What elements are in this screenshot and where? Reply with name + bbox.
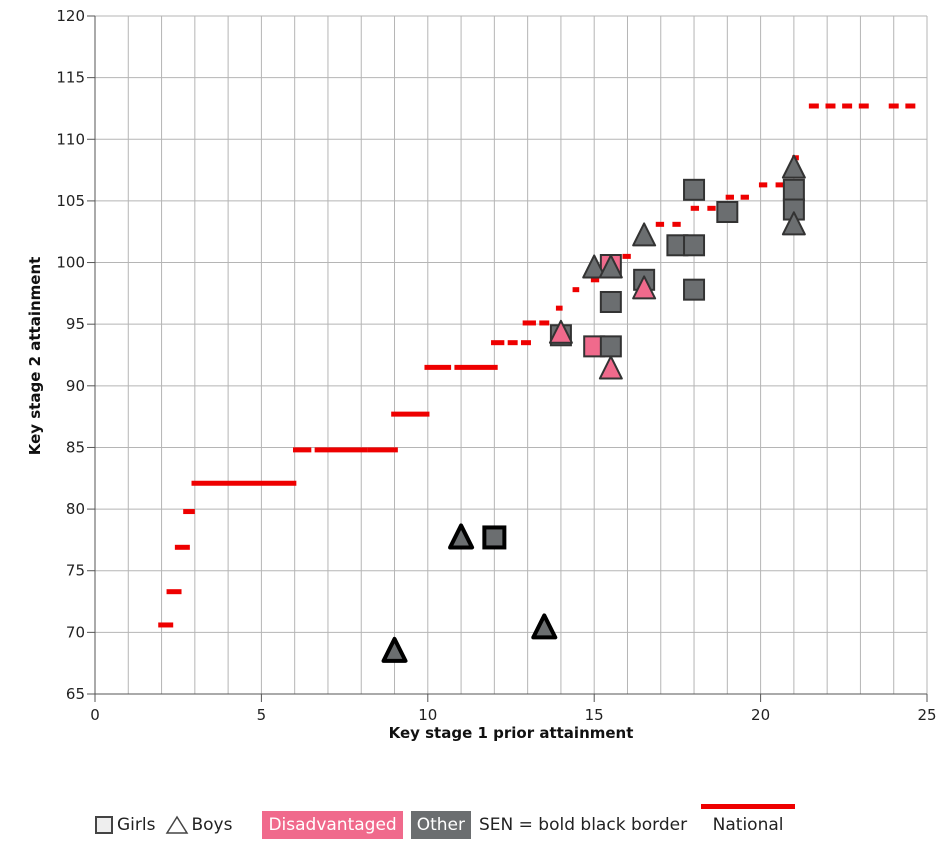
y-tick-label: 100 [56,254,85,272]
girl-square-marker [599,290,622,313]
y-tick-label: 110 [56,130,85,148]
y-tick-label: 75 [66,562,85,580]
boy-triangle-marker [582,254,607,279]
legend-girls-label: Girls [117,815,156,835]
legend-sen-note: SEN = bold black border [479,815,688,835]
girl-square-marker [599,335,622,358]
girl-square-marker [683,178,706,201]
legend-boys: Boys [165,815,232,835]
y-tick-label: 70 [66,623,85,641]
x-axis-title: Key stage 1 prior attainment [389,724,634,742]
girl-square-marker [482,525,507,550]
x-tick-label: 25 [917,706,936,724]
boy-triangle-marker [448,523,475,550]
girl-square-marker [716,201,739,224]
pupil-points [381,154,806,663]
boy-triangle-marker [531,613,558,640]
y-tick-label: 115 [56,69,85,87]
girl-square-marker [683,234,706,257]
y-tick-label: 80 [66,500,85,518]
x-tick-label: 0 [90,706,100,724]
square-icon [95,816,113,834]
y-tick-label: 95 [66,315,85,333]
y-tick-label: 105 [56,192,85,210]
legend-national-label: National [712,814,784,835]
y-axis-title: Key stage 2 attainment [26,257,44,456]
legend-boys-label: Boys [191,815,233,835]
boy-triangle-marker [381,636,408,663]
x-tick-label: 20 [751,706,770,724]
x-tick-label: 15 [585,706,604,724]
boy-triangle-marker [781,211,806,236]
legend: Girls Boys Disadvantaged Other SEN = bol… [95,803,796,840]
x-tick-label: 5 [257,706,267,724]
legend-national: National [701,803,796,835]
grid [95,15,928,694]
legend-girls: Girls [95,815,155,835]
y-tick-label: 90 [66,377,85,395]
girl-square-marker [683,278,706,301]
y-tick-label: 65 [66,685,85,703]
boy-triangle-marker [632,275,657,300]
girl-square-marker [782,178,805,201]
boy-triangle-marker [781,154,806,179]
boy-triangle-marker [598,355,623,380]
triangle-icon [166,815,189,834]
x-tick-label: 10 [418,706,437,724]
national-line-swatch [701,803,796,809]
legend-disadvantaged: Disadvantaged [262,811,403,839]
y-tick-label: 120 [56,7,85,25]
axes: 65 70 75 80 85 90 95 100 105 110 115 120 0 5 10 15 20 25 [56,7,936,724]
boy-triangle-marker [548,319,573,344]
y-tick-label: 85 [66,438,85,456]
legend-other: Other [410,811,471,839]
boy-triangle-marker [598,254,623,279]
boy-triangle-marker [632,222,657,247]
